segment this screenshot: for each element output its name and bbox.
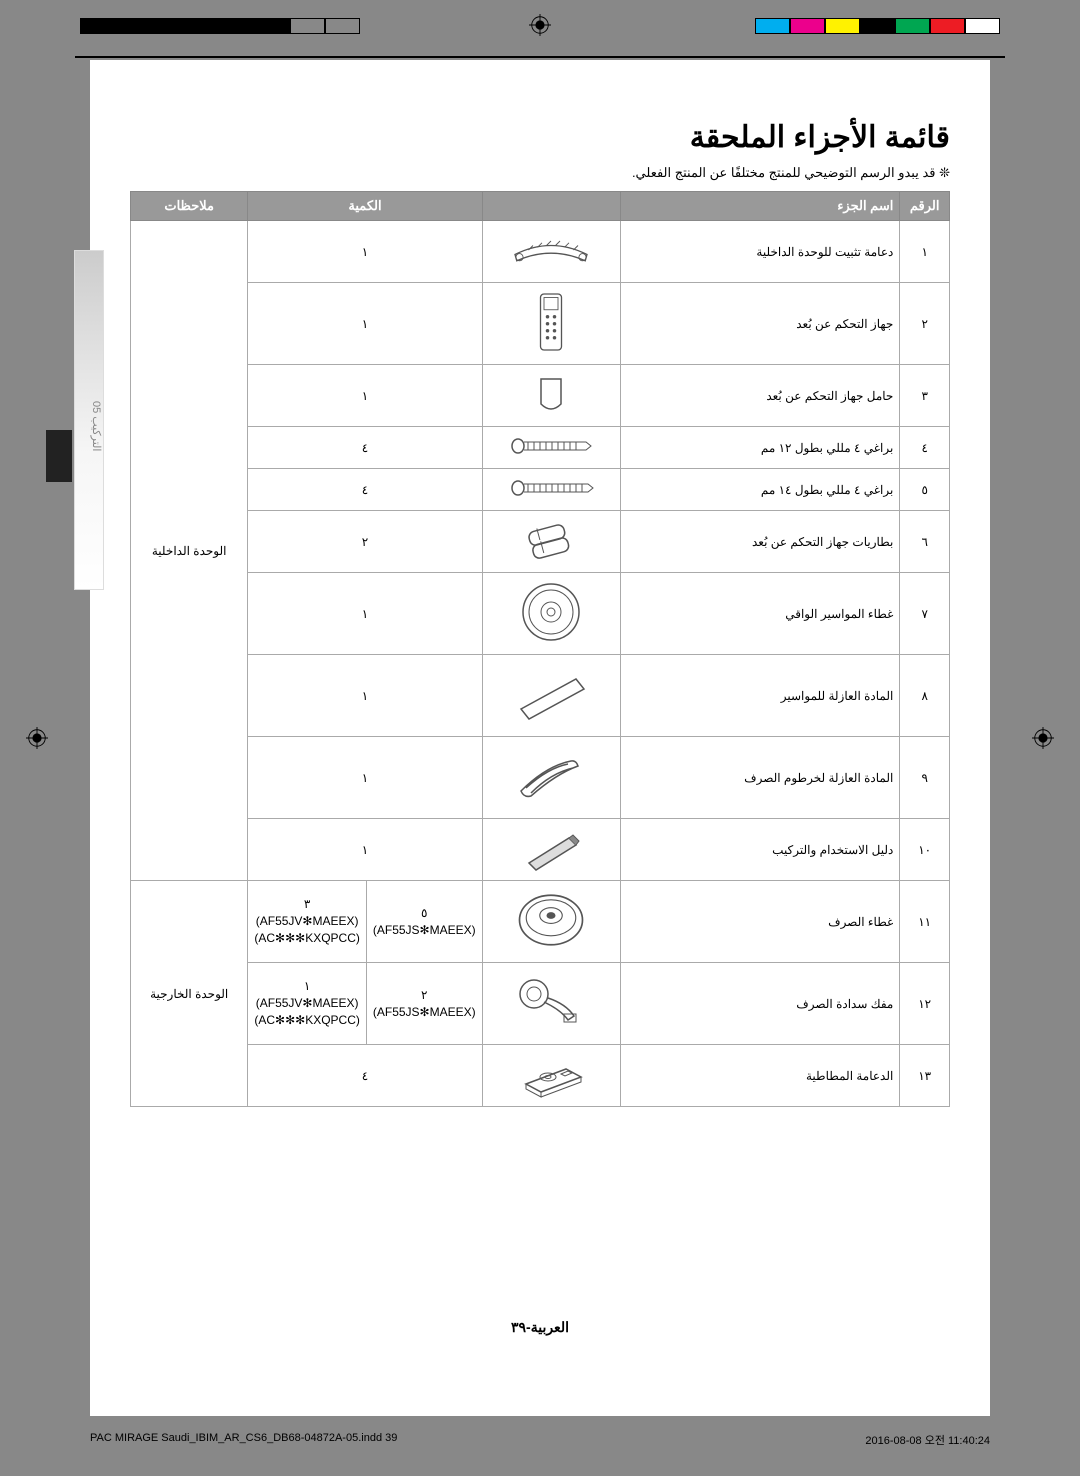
table-row: ٦ بطاريات جهاز التحكم عن بُعد ٢ (131, 511, 950, 573)
table-row: ٨ المادة العازلة للمواسير ١ (131, 655, 950, 737)
cell-qty: ١ (248, 365, 482, 427)
cell-qty-b: ١ (AF55JV✻MAEEX) (AC✻✻✻KXQPCC) (248, 963, 367, 1045)
cell-qty: ٢ (248, 511, 482, 573)
cell-image (482, 221, 620, 283)
table-row: ٩ المادة العازلة لخرطوم الصرف ١ (131, 737, 950, 819)
registration-marks (0, 8, 1080, 38)
table-row: ٢ جهاز التحكم عن بُعد ١ (131, 283, 950, 365)
reg-bar-right (755, 18, 1000, 34)
reg-bar-left (80, 18, 360, 34)
th-name: اسم الجزء (620, 192, 899, 221)
parts-table: الرقم اسم الجزء الكمية ملاحظات ١ دعامة ت… (130, 191, 950, 1107)
cell-image (482, 469, 620, 511)
th-num: الرقم (900, 192, 950, 221)
cell-image (482, 655, 620, 737)
table-row: ٤ براغي ٤ مللي بطول ١٢ مم ٤ (131, 427, 950, 469)
page: 05 التركيب قائمة الأجزاء الملحقة ❊ قد يب… (90, 60, 990, 1416)
slug-line: PAC MIRAGE Saudi_IBIM_AR_CS6_DB68-04872A… (90, 1432, 990, 1448)
table-row: ١٢ مفك سدادة الصرف ٢ (AF55JS✻MAEEX) ١ (A… (131, 963, 950, 1045)
cell-name: جهاز التحكم عن بُعد (620, 283, 899, 365)
cell-num: ١٠ (900, 819, 950, 881)
slug-left: PAC MIRAGE Saudi_IBIM_AR_CS6_DB68-04872A… (90, 1432, 397, 1448)
table-row: ١٠ دليل الاستخدام والتركيب ١ (131, 819, 950, 881)
subtitle: ❊ قد يبدو الرسم التوضيحي للمنتج مختلفًا … (130, 165, 950, 181)
cell-name: بطاريات جهاز التحكم عن بُعد (620, 511, 899, 573)
cell-num: ٣ (900, 365, 950, 427)
cell-qty: ٤ (248, 427, 482, 469)
cell-qty: ٢ (AF55JS✻MAEEX) (366, 963, 482, 1045)
table-row: ٧ غطاء المواسير الواقي ١ (131, 573, 950, 655)
cell-num: ٩ (900, 737, 950, 819)
reg-target-top (529, 14, 551, 36)
cell-num: ٧ (900, 573, 950, 655)
cell-note-indoor: الوحدة الداخلية (131, 221, 248, 881)
cell-qty: ٤ (248, 1045, 482, 1107)
table-row: ١١ غطاء الصرف ٥ (AF55JS✻MAEEX) ٣ (AF55JV… (131, 881, 950, 963)
cell-image (482, 427, 620, 469)
rule-top (75, 56, 1005, 58)
cell-qty: ١ (248, 655, 482, 737)
cell-qty: ١ (248, 819, 482, 881)
cell-num: ١٢ (900, 963, 950, 1045)
cell-image (482, 511, 620, 573)
cell-name: مفك سدادة الصرف (620, 963, 899, 1045)
cell-name: براغي ٤ مللي بطول ١٤ مم (620, 469, 899, 511)
cell-num: ٥ (900, 469, 950, 511)
th-img (482, 192, 620, 221)
side-tab: 05 التركيب (74, 250, 104, 590)
slug-right: 2016-08-08 오전 11:40:24 (865, 1432, 990, 1448)
cell-name: حامل جهاز التحكم عن بُعد (620, 365, 899, 427)
cell-image (482, 963, 620, 1045)
cell-note-outdoor: الوحدة الخارجية (131, 881, 248, 1107)
table-row: ١ دعامة تثبيت للوحدة الداخلية ١ الوحدة ا… (131, 221, 950, 283)
th-qty: الكمية (248, 192, 482, 221)
content: قائمة الأجزاء الملحقة ❊ قد يبدو الرسم ال… (90, 60, 990, 1137)
cell-name: دعامة تثبيت للوحدة الداخلية (620, 221, 899, 283)
cell-num: ٨ (900, 655, 950, 737)
cell-name: براغي ٤ مللي بطول ١٢ مم (620, 427, 899, 469)
cell-name: المادة العازلة لخرطوم الصرف (620, 737, 899, 819)
reg-target-left (26, 727, 48, 749)
cell-num: ١ (900, 221, 950, 283)
cell-qty: ٤ (248, 469, 482, 511)
cell-image (482, 573, 620, 655)
cell-image (482, 737, 620, 819)
cell-image (482, 819, 620, 881)
page-footer: العربية-٣٩ (90, 1319, 990, 1336)
table-row: ١٣ الدعامة المطاطية ٤ (131, 1045, 950, 1107)
cell-num: ٢ (900, 283, 950, 365)
cell-qty: ١ (248, 737, 482, 819)
cell-qty: ٥ (AF55JS✻MAEEX) (366, 881, 482, 963)
cell-name: المادة العازلة للمواسير (620, 655, 899, 737)
page-title: قائمة الأجزاء الملحقة (130, 120, 950, 155)
cell-num: ٦ (900, 511, 950, 573)
cell-image (482, 881, 620, 963)
table-row: ٥ براغي ٤ مللي بطول ١٤ مم ٤ (131, 469, 950, 511)
side-dark-marker (46, 430, 72, 482)
cell-qty: ١ (248, 221, 482, 283)
cell-qty-b: ٣ (AF55JV✻MAEEX) (AC✻✻✻KXQPCC) (248, 881, 367, 963)
cell-name: غطاء الصرف (620, 881, 899, 963)
cell-name: غطاء المواسير الواقي (620, 573, 899, 655)
cell-num: ١٣ (900, 1045, 950, 1107)
cell-qty: ١ (248, 573, 482, 655)
table-row: ٣ حامل جهاز التحكم عن بُعد ١ (131, 365, 950, 427)
cell-qty: ١ (248, 283, 482, 365)
th-note: ملاحظات (131, 192, 248, 221)
cell-name: دليل الاستخدام والتركيب (620, 819, 899, 881)
cell-image (482, 365, 620, 427)
reg-target-right (1032, 727, 1054, 749)
cell-num: ٤ (900, 427, 950, 469)
cell-num: ١١ (900, 881, 950, 963)
cell-image (482, 283, 620, 365)
cell-image (482, 1045, 620, 1107)
cell-name: الدعامة المطاطية (620, 1045, 899, 1107)
